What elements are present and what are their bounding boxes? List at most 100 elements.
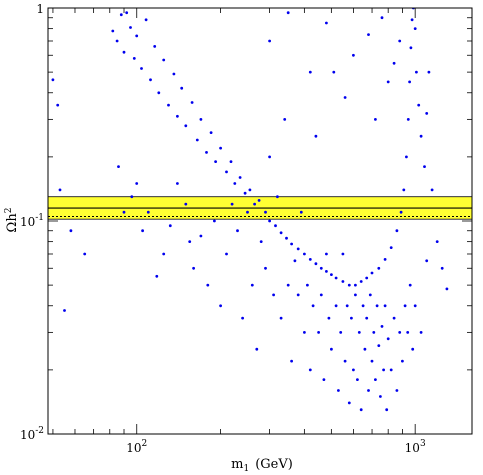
data-point-172 xyxy=(176,182,179,185)
x-tick-base: 10 xyxy=(405,441,420,455)
data-point-78 xyxy=(427,70,431,74)
y-axis-label-sup: 2 xyxy=(4,208,14,214)
data-point-55 xyxy=(347,283,351,287)
data-point-19 xyxy=(162,58,166,62)
data-point-13 xyxy=(135,34,139,38)
data-point-178 xyxy=(146,210,150,214)
data-point-48 xyxy=(308,258,312,261)
data-point-129 xyxy=(356,378,359,381)
data-point-93 xyxy=(250,283,254,287)
data-point-41 xyxy=(268,219,271,223)
data-point-105 xyxy=(296,293,300,297)
data-point-61 xyxy=(383,258,387,261)
data-point-22 xyxy=(176,114,179,118)
data-point-137 xyxy=(370,359,374,363)
data-point-43 xyxy=(279,231,283,235)
data-point-0 xyxy=(51,78,55,82)
data-point-156 xyxy=(411,347,415,351)
data-point-179 xyxy=(141,229,145,233)
x-axis-label-sub: 1 xyxy=(243,464,249,474)
data-point-164 xyxy=(343,96,347,99)
data-point-91 xyxy=(241,316,245,320)
data-point-9 xyxy=(122,50,126,54)
data-point-68 xyxy=(408,80,411,84)
data-point-75 xyxy=(419,134,423,138)
x-tick-exp: 3 xyxy=(420,439,426,449)
data-point-77 xyxy=(425,112,429,115)
data-point-104 xyxy=(293,259,297,263)
x-axis-label: m1 (GeV) xyxy=(231,457,293,474)
data-point-100 xyxy=(279,316,283,320)
data-point-135 xyxy=(367,389,370,392)
data-point-114 xyxy=(322,378,326,381)
data-point-130 xyxy=(357,331,361,334)
data-point-89 xyxy=(230,202,234,206)
data-point-128 xyxy=(354,293,357,297)
data-point-66 xyxy=(405,155,408,159)
data-point-161 xyxy=(286,11,290,15)
data-point-40 xyxy=(264,210,267,214)
data-point-36 xyxy=(243,191,247,195)
data-point-53 xyxy=(334,276,338,280)
data-point-24 xyxy=(184,124,188,128)
data-point-79 xyxy=(430,188,434,192)
data-point-110 xyxy=(311,304,315,308)
data-point-117 xyxy=(330,347,333,351)
data-point-127 xyxy=(352,368,355,372)
data-point-165 xyxy=(352,53,355,57)
data-point-119 xyxy=(334,304,338,308)
data-point-60 xyxy=(377,266,381,270)
data-point-160 xyxy=(268,39,271,43)
data-point-74 xyxy=(417,103,421,107)
data-point-7 xyxy=(115,39,119,43)
y-tick-base: 10 xyxy=(20,215,35,229)
data-point-103 xyxy=(290,359,293,363)
data-point-83 xyxy=(192,266,196,270)
data-point-149 xyxy=(392,316,396,320)
data-point-154 xyxy=(406,331,410,334)
data-point-14 xyxy=(140,67,143,70)
data-point-86 xyxy=(213,219,216,223)
data-point-123 xyxy=(343,359,347,363)
data-point-58 xyxy=(365,276,369,280)
x-tick-exp: 2 xyxy=(142,439,148,449)
data-point-157 xyxy=(413,304,417,308)
data-point-115 xyxy=(325,252,328,256)
data-point-101 xyxy=(283,118,287,121)
data-point-59 xyxy=(370,271,374,275)
data-point-20 xyxy=(167,103,170,107)
data-point-116 xyxy=(327,316,331,320)
y-axis-label-main: Ωh xyxy=(5,213,20,233)
data-point-159 xyxy=(425,259,429,263)
data-point-28 xyxy=(205,151,208,154)
data-point-81 xyxy=(440,266,444,270)
data-point-32 xyxy=(225,170,228,174)
data-point-30 xyxy=(214,160,218,164)
data-point-122 xyxy=(341,252,345,256)
y-tick-exp: -1 xyxy=(35,213,44,223)
data-point-166 xyxy=(367,33,370,36)
data-point-82 xyxy=(445,287,449,291)
data-point-29 xyxy=(209,131,213,135)
data-point-76 xyxy=(423,165,426,169)
data-point-44 xyxy=(285,236,288,240)
data-point-65 xyxy=(402,188,406,192)
data-point-3 xyxy=(63,309,66,312)
data-point-10 xyxy=(125,11,129,15)
data-point-99 xyxy=(276,195,279,199)
y-tick-label: 1 xyxy=(36,2,44,16)
data-point-8 xyxy=(119,13,123,17)
data-point-80 xyxy=(435,240,439,244)
data-point-92 xyxy=(246,210,249,214)
data-point-17 xyxy=(153,45,157,48)
y-tick-exp: -2 xyxy=(35,426,44,436)
data-point-138 xyxy=(372,331,376,334)
data-point-174 xyxy=(188,240,192,244)
data-point-38 xyxy=(253,202,256,206)
data-point-50 xyxy=(319,266,323,270)
data-point-175 xyxy=(168,224,172,228)
data-point-109 xyxy=(308,368,312,372)
y-tick-label: 10-2 xyxy=(20,426,44,442)
